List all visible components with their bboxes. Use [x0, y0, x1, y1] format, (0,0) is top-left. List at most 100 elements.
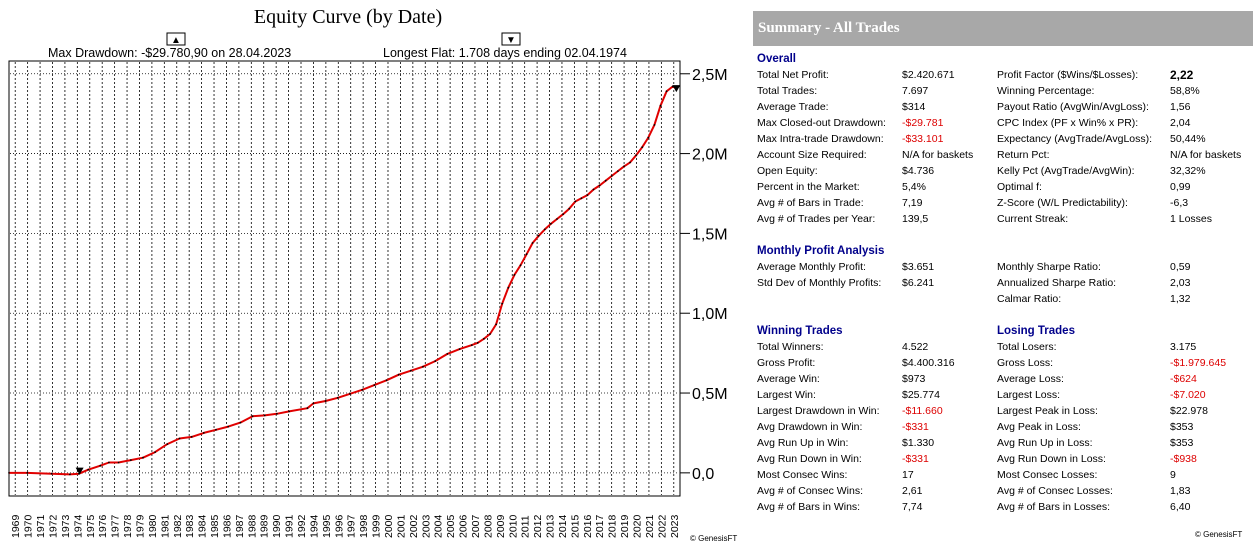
equity-point	[306, 407, 309, 410]
equity-point	[69, 473, 71, 476]
equity-point	[117, 461, 120, 464]
x-tick-label: 1981	[159, 514, 171, 538]
stat-label: Max Closed-out Drawdown:	[757, 117, 886, 129]
x-tick-label: 2010	[507, 514, 519, 538]
equity-point	[190, 436, 193, 438]
stat-label: Winning Percentage:	[997, 85, 1095, 97]
equity-point	[215, 428, 217, 431]
x-tick-label: 2011	[520, 515, 532, 538]
stat-value: -$11.660	[902, 405, 943, 417]
stat-label: Total Losers:	[997, 341, 1057, 353]
x-tick-label: 1991	[284, 514, 296, 538]
x-tick-label: 1977	[110, 514, 122, 538]
stat-label: Avg # of Bars in Losses:	[997, 501, 1111, 513]
stat-label: Optimal f:	[997, 181, 1042, 193]
equity-point	[592, 188, 595, 191]
stat-value: -$938	[1170, 453, 1197, 465]
stat-label: Avg # of Consec Losses:	[997, 485, 1113, 497]
equity-point	[598, 184, 601, 187]
section-overall: Overall	[757, 53, 796, 65]
stat-label: Avg Run Down in Win:	[757, 453, 862, 465]
stat-label: Largest Loss:	[997, 389, 1061, 401]
stat-value: 1 Losses	[1170, 213, 1213, 225]
x-tick-label: 2020	[632, 514, 644, 538]
stat-label: Avg # of Consec Wins:	[757, 485, 864, 497]
stat-value: $314	[902, 101, 926, 113]
x-tick-label: 1982	[172, 514, 184, 538]
equity-point	[142, 456, 144, 459]
stat-value: -$33.101	[902, 133, 944, 145]
equity-chart-panel: Equity Curve (by Date) Max Drawdown: -$29…	[8, 6, 737, 543]
x-tick-label: 2013	[545, 514, 557, 538]
equity-point	[397, 373, 400, 376]
stat-value: $1.330	[902, 437, 935, 449]
longest-flat-marker: ▼	[506, 35, 516, 46]
stat-value: 17	[902, 469, 914, 481]
stat-value: -$1.979.645	[1170, 357, 1227, 369]
equity-point	[495, 323, 497, 326]
x-tick-label: 1999	[371, 514, 383, 538]
stat-label: Most Consec Wins:	[757, 469, 848, 481]
section-losing: Losing Trades	[997, 325, 1075, 337]
equity-point	[647, 136, 650, 139]
equity-point	[361, 388, 364, 391]
stat-value: 7,74	[902, 501, 923, 513]
equity-point	[87, 468, 90, 471]
equity-point	[385, 379, 388, 382]
chart-title: Equity Curve (by Date)	[254, 6, 442, 28]
stat-value: 3.175	[1170, 341, 1197, 353]
stat-label: Most Consec Losses:	[997, 469, 1098, 481]
x-tick-label: 2012	[532, 514, 544, 538]
equity-point	[108, 461, 110, 464]
stat-value: -$7.020	[1170, 389, 1206, 401]
stat-value: N/A for baskets	[1170, 149, 1242, 161]
equity-point	[483, 337, 485, 340]
x-tick-label: 2007	[470, 514, 482, 538]
y-tick-label: 0,0	[692, 466, 714, 483]
equity-point	[568, 207, 571, 210]
equity-point	[635, 154, 638, 157]
stat-value: -$331	[902, 453, 929, 465]
equity-point	[617, 170, 619, 173]
x-tick-label: 1978	[122, 514, 134, 538]
x-tick-label: 1985	[209, 514, 221, 538]
stat-value: 58,8%	[1170, 85, 1200, 97]
x-tick-label: 2014	[557, 514, 569, 538]
equity-point	[537, 234, 540, 237]
equity-point	[519, 264, 522, 267]
equity-point	[543, 228, 546, 231]
equity-point	[507, 286, 510, 289]
stat-value: 7.697	[902, 85, 929, 97]
y-tick-label: 1,5M	[692, 226, 728, 243]
equity-point	[178, 437, 181, 440]
equity-point	[562, 213, 564, 216]
stat-label: Total Winners:	[757, 341, 824, 353]
x-tick-label: 1980	[147, 514, 159, 538]
stat-value: $2.420.671	[902, 69, 955, 81]
x-tick-label: 2000	[383, 514, 395, 538]
equity-point	[525, 253, 528, 256]
equity-point	[623, 165, 625, 168]
stat-label: Avg # of Trades per Year:	[757, 213, 876, 225]
x-tick-label: 2003	[420, 514, 432, 538]
stat-value: -$331	[902, 421, 929, 433]
stat-value: 4.522	[902, 341, 929, 353]
x-tick-label: 1995	[321, 514, 333, 538]
equity-point	[604, 179, 607, 182]
stat-label: Avg Run Up in Win:	[757, 437, 849, 449]
stat-value: $973	[902, 373, 926, 385]
equity-point	[239, 421, 242, 424]
x-tick-label: 2008	[482, 514, 494, 538]
y-tick-label: 1,0M	[692, 306, 728, 323]
stat-value: 1,56	[1170, 101, 1191, 113]
stat-label: Return Pct:	[997, 149, 1050, 161]
stat-label: Total Trades:	[757, 85, 818, 97]
equity-point	[446, 353, 449, 355]
x-tick-label: 2002	[408, 514, 420, 538]
x-tick-label: 1983	[184, 514, 196, 538]
equity-point	[202, 432, 205, 434]
equity-point	[489, 333, 491, 335]
stat-label: Avg Drawdown in Win:	[757, 421, 863, 433]
x-tick-label: 1986	[221, 514, 233, 538]
equity-point	[531, 242, 534, 244]
